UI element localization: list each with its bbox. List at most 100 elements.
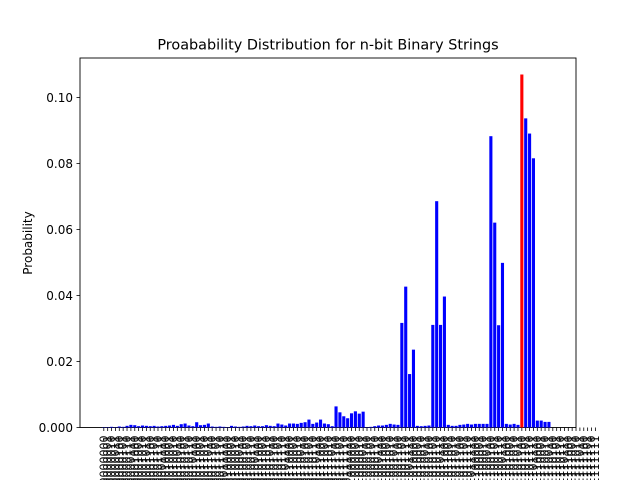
bar-0111111 — [346, 418, 350, 428]
bar-0011111 — [222, 426, 226, 428]
x-tick-label: 0110000 — [283, 436, 296, 480]
bar-1010000 — [411, 349, 416, 428]
bar-1011100 — [458, 424, 462, 428]
bar-1000110 — [373, 426, 377, 428]
x-tick-label: 0010111 — [186, 436, 199, 480]
x-tick-label: 1101000 — [500, 436, 513, 480]
bar-0001100 — [148, 426, 152, 428]
bar-0110111 — [315, 422, 319, 428]
bar-1010110 — [435, 201, 439, 428]
bar-1010001 — [415, 425, 419, 428]
bar-0101011 — [268, 425, 272, 428]
bar-1010111 — [439, 324, 443, 428]
x-tick-label: 1110100 — [546, 436, 559, 480]
bar-0011010 — [202, 424, 206, 428]
bar-0111001 — [322, 423, 326, 428]
bar-1101101 — [524, 118, 528, 428]
bar-0011101 — [214, 426, 218, 428]
bar-1011110 — [466, 423, 470, 428]
x-tick-label: 1100110 — [492, 436, 505, 480]
x-tick-label: 1111001 — [566, 436, 579, 480]
x-tick-label: 1011111 — [465, 436, 478, 480]
x-tick-label: 1110000 — [531, 436, 544, 480]
x-tick-label: 0110101 — [302, 436, 315, 480]
x-tick-label: 0001000 — [128, 436, 141, 480]
x-tick-label: 1110010 — [539, 436, 552, 480]
y-axis-label: Probability — [21, 211, 35, 274]
bar-0110000 — [288, 423, 292, 428]
bar-1001000 — [380, 425, 385, 428]
y-tick-label: 0.02 — [46, 355, 73, 369]
x-tick-label: 1000010 — [353, 436, 366, 480]
x-tick-label: 1001010 — [384, 436, 397, 480]
bar-0011001 — [199, 425, 203, 428]
x-tick-label: 0101000 — [252, 436, 265, 480]
x-tick-label: 0101001 — [256, 436, 269, 480]
bar-1100100 — [489, 136, 493, 428]
x-tick-label: 0101100 — [268, 436, 281, 480]
bar-0001101 — [152, 425, 156, 428]
x-tick-label: 0010011 — [171, 436, 184, 480]
bar-1000101 — [369, 426, 373, 428]
x-tick-label: 0100100 — [237, 436, 250, 480]
x-tick-label: 1100111 — [496, 436, 509, 480]
bar-0011011 — [206, 423, 210, 428]
bar-0110101 — [307, 419, 311, 428]
x-tick-label: 1101101 — [519, 436, 532, 480]
x-tick-label: 1010011 — [419, 436, 432, 480]
x-tick-label: 0101111 — [279, 436, 292, 480]
x-tick-label: 0110110 — [306, 436, 319, 480]
x-tick-label: 0000101 — [117, 436, 130, 480]
bar-0011110 — [218, 426, 222, 428]
x-tick-label: 0011100 — [206, 436, 219, 480]
bar-1100010 — [481, 423, 485, 428]
bar-1000111 — [377, 425, 381, 428]
x-tick-label: 1100100 — [484, 436, 497, 480]
x-tick-label: 1111101 — [581, 436, 594, 480]
x-tick-label: 1110011 — [542, 436, 555, 480]
x-tick-label: 0100111 — [248, 436, 261, 480]
bar-0110011 — [299, 422, 303, 428]
x-tick-label: 0000110 — [121, 436, 134, 480]
bar-1000010 — [357, 413, 361, 428]
bar-0010011 — [175, 425, 179, 428]
x-tick-label: 0010101 — [179, 436, 192, 480]
x-tick-label: 0101101 — [271, 436, 284, 480]
bar-1011001 — [446, 424, 450, 428]
x-tick-label: 1001000 — [376, 436, 389, 480]
bar-0100011 — [237, 426, 241, 428]
x-tick-label: 1011001 — [442, 436, 455, 480]
bar-1001011 — [392, 424, 396, 428]
bar-0001010 — [140, 425, 145, 428]
bar-0111100 — [334, 406, 338, 428]
bar-1110011 — [547, 421, 551, 428]
bar-0100111 — [253, 425, 257, 428]
x-tick-label: 1100001 — [473, 436, 486, 480]
x-tick-label: 1100010 — [477, 436, 490, 480]
bar-0000111 — [129, 424, 133, 428]
bar-1100001 — [477, 423, 481, 428]
y-tick-label: 0.04 — [46, 289, 73, 303]
bar-0010111 — [191, 426, 195, 428]
bar-0100110 — [249, 426, 253, 428]
bar-1101110 — [528, 133, 532, 428]
x-tick-label: 0011000 — [190, 436, 203, 480]
bar-0000110 — [125, 425, 129, 428]
x-tick-label: 1001011 — [388, 436, 401, 480]
bar-0111010 — [326, 424, 330, 428]
x-tick-label: 1111010 — [570, 436, 583, 480]
x-tick-label: 1011110 — [461, 436, 474, 480]
x-tick-label: 0001001 — [132, 436, 145, 480]
x-tick-label: 1111110 — [585, 436, 598, 480]
x-tick-label: 1010111 — [434, 436, 447, 480]
x-tick-label: 0100101 — [241, 436, 254, 480]
x-tick-label: 0110001 — [287, 436, 300, 480]
x-tick-label: 1001111 — [403, 436, 416, 480]
x-tick-label: 0100000 — [221, 436, 234, 480]
bar-0000010 — [109, 426, 114, 428]
x-tick-label: 0111010 — [322, 436, 335, 480]
bar-1010011 — [423, 425, 427, 428]
x-tick-label: 1000011 — [357, 436, 370, 480]
x-tick-label: 0101011 — [264, 436, 277, 480]
bar-1110001 — [539, 420, 543, 428]
